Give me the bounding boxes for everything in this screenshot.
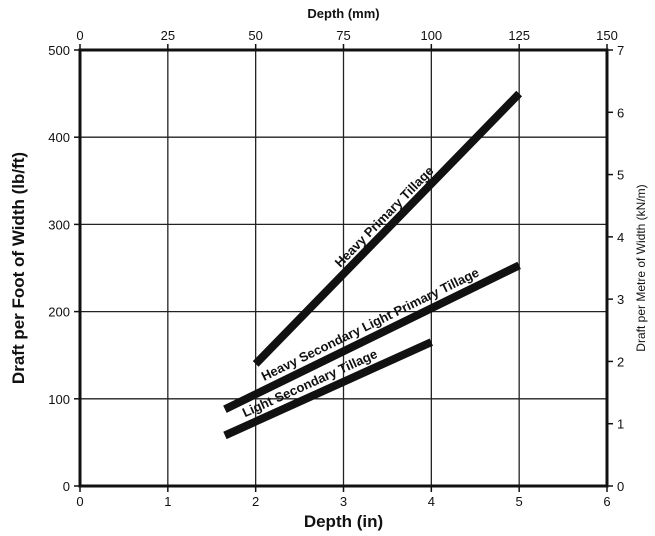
x2-tick-label: 100: [420, 28, 442, 43]
axis-ticks: 0 1 2 3 4 5 60 25 50 75 100 125 15001002003004005000…: [48, 28, 624, 509]
series-label-0: Heavy Primary Tillage: [332, 163, 437, 270]
y2-tick-label: 4: [617, 230, 624, 245]
x2-tick-label: 0: [76, 28, 83, 43]
x-axis-title: Depth (in): [304, 512, 383, 531]
y2-tick-label: 3: [617, 292, 624, 307]
y-tick-label: 100: [48, 392, 70, 407]
y-tick-label: 400: [48, 130, 70, 145]
y2-tick-label: 5: [617, 168, 624, 183]
y-axis-title: Draft per Foot of Width (lb/ft): [9, 152, 28, 384]
y2-tick-label: 0: [617, 479, 624, 494]
x-tick-label: 6: [603, 494, 610, 509]
y2-tick-label: 1: [617, 417, 624, 432]
x2-tick-label: 75: [336, 28, 350, 43]
y-tick-label: 500: [48, 43, 70, 58]
x-tick-label: 1: [164, 494, 171, 509]
y2-axis-title: Draft per Metre of Width (kN/m): [634, 184, 648, 351]
y-tick-label: 200: [48, 305, 70, 320]
y2-tick-label: 2: [617, 354, 624, 369]
x-tick-label: 5: [516, 494, 523, 509]
x-tick-label: 4: [428, 494, 435, 509]
x-tick-label: 2: [252, 494, 259, 509]
series-line-2: [223, 338, 433, 440]
series-line-1: [223, 261, 521, 413]
x-tick-label: 0: [76, 494, 83, 509]
y-tick-label: 0: [63, 479, 70, 494]
y-tick-label: 300: [48, 217, 70, 232]
y2-tick-label: 7: [617, 43, 624, 58]
x2-axis-title: Depth (mm): [307, 6, 379, 21]
x2-tick-label: 125: [508, 28, 530, 43]
x2-tick-label: 50: [248, 28, 262, 43]
x2-tick-label: 25: [161, 28, 175, 43]
x-tick-label: 3: [340, 494, 347, 509]
series-line-0: [252, 90, 523, 367]
y2-tick-label: 6: [617, 105, 624, 120]
x2-tick-label: 150: [596, 28, 618, 43]
series-lines: [223, 90, 523, 440]
